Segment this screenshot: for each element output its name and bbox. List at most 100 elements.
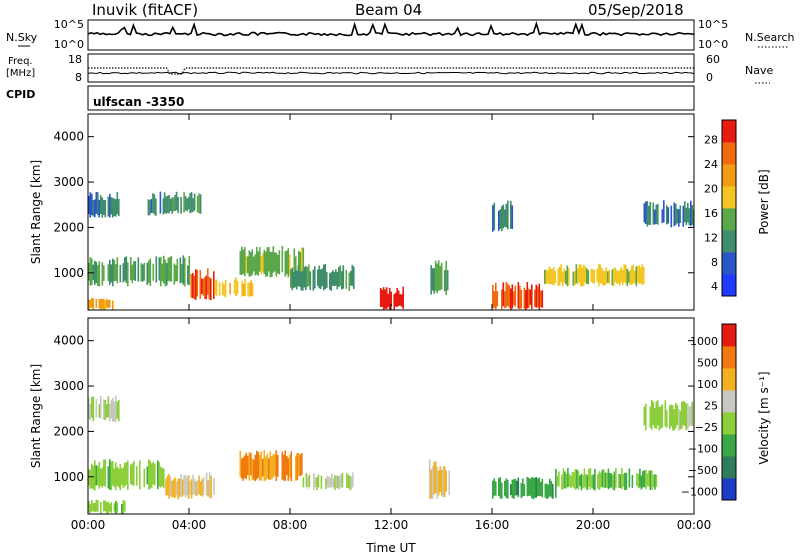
velocity-cell bbox=[103, 459, 105, 486]
velocity-cell bbox=[594, 468, 596, 491]
noise-left-label: N.Sky bbox=[6, 31, 38, 44]
velocity-cell bbox=[112, 398, 114, 422]
velocity-cell bbox=[606, 472, 608, 488]
velocity-cell bbox=[115, 500, 117, 514]
power-cell bbox=[189, 193, 191, 214]
power-cell bbox=[330, 272, 333, 291]
power-cell bbox=[208, 276, 211, 300]
power-cell bbox=[519, 285, 521, 310]
power-cell bbox=[336, 271, 339, 290]
velocity-cell bbox=[666, 410, 668, 428]
velocity-cell bbox=[580, 473, 583, 491]
power-cell bbox=[163, 192, 166, 213]
power-cell bbox=[248, 250, 251, 277]
power-cell bbox=[338, 267, 340, 287]
power-colorbar-tick-label: 12 bbox=[704, 231, 718, 244]
power-cell bbox=[296, 270, 298, 290]
power-cell bbox=[646, 201, 649, 227]
power-cell bbox=[274, 252, 276, 272]
velocity-cell bbox=[428, 459, 431, 500]
velocity-cell bbox=[271, 456, 273, 480]
velocity-cell bbox=[546, 483, 548, 499]
velocity-cell bbox=[552, 484, 554, 499]
power-cell bbox=[599, 264, 602, 284]
velocity-cell bbox=[544, 483, 547, 498]
velocity-colorbar-swatch bbox=[722, 390, 736, 413]
power-colorbar-swatch bbox=[722, 252, 736, 275]
velocity-cell bbox=[597, 473, 599, 489]
velocity-colorbar-swatch bbox=[722, 324, 736, 347]
power-cell bbox=[193, 193, 196, 211]
velocity-cell bbox=[116, 401, 119, 419]
velocity-cell bbox=[199, 481, 202, 496]
velocity-cell bbox=[121, 468, 123, 485]
date-title: 05/Sep/2018 bbox=[588, 1, 684, 19]
power-cell bbox=[277, 254, 279, 274]
velocity-cell bbox=[448, 470, 450, 496]
noise-panel-frame bbox=[87, 19, 695, 51]
power-cell bbox=[601, 268, 603, 285]
power-region bbox=[430, 260, 449, 295]
cpid-value: ulfscan -3350 bbox=[93, 95, 184, 109]
velocity-colorbar-swatch bbox=[722, 456, 736, 479]
power-cell bbox=[213, 271, 215, 299]
power-cell bbox=[165, 196, 167, 214]
velocity-x-tick-label: 08:00 bbox=[273, 518, 308, 532]
power-cell bbox=[152, 263, 155, 281]
power-cell bbox=[635, 266, 638, 287]
velocity-cell bbox=[687, 403, 689, 430]
power-cell bbox=[122, 263, 125, 283]
power-cell bbox=[675, 203, 677, 225]
power-cell bbox=[617, 271, 620, 284]
velocity-cell bbox=[193, 478, 196, 495]
freq-tick-bottom: 8 bbox=[75, 71, 82, 84]
power-cell bbox=[95, 261, 98, 284]
power-cell bbox=[149, 200, 151, 216]
power-cell bbox=[544, 269, 546, 284]
power-cell bbox=[691, 205, 694, 225]
velocity-cell bbox=[100, 502, 102, 514]
velocity-colorbar-frame bbox=[721, 323, 737, 501]
power-cell bbox=[351, 264, 354, 286]
velocity-cell bbox=[350, 476, 353, 490]
velocity-cell bbox=[184, 475, 187, 498]
power-cell bbox=[224, 279, 227, 298]
power-colorbar-tick-label: 24 bbox=[704, 158, 718, 171]
velocity-cell bbox=[498, 478, 500, 496]
power-cell bbox=[329, 273, 331, 290]
velocity-y-tick-label: 2000 bbox=[53, 424, 84, 438]
power-cell bbox=[265, 251, 267, 277]
velocity-cell bbox=[571, 472, 574, 487]
velocity-cell bbox=[115, 462, 117, 491]
velocity-cell bbox=[529, 478, 532, 496]
velocity-cell bbox=[649, 406, 652, 428]
power-colorbar-swatch bbox=[722, 208, 736, 231]
velocity-cell bbox=[91, 499, 93, 512]
power-cell bbox=[92, 298, 95, 310]
power-cell bbox=[196, 195, 199, 213]
power-cell bbox=[619, 270, 621, 286]
power-cell bbox=[146, 262, 149, 285]
freq-label-line1: Freq. bbox=[8, 56, 33, 67]
velocity-cell bbox=[106, 404, 108, 418]
velocity-cell bbox=[431, 466, 434, 499]
velocity-cell bbox=[682, 400, 685, 426]
velocity-x-tick-label: 12:00 bbox=[374, 518, 409, 532]
velocity-cell bbox=[245, 452, 248, 480]
power-cell bbox=[88, 262, 90, 281]
power-cell bbox=[439, 265, 441, 291]
power-cell bbox=[106, 298, 108, 308]
velocity-cell bbox=[570, 475, 572, 489]
velocity-cell bbox=[284, 450, 287, 481]
velocity-cell bbox=[604, 472, 607, 488]
power-heatmap bbox=[88, 191, 694, 310]
power-cell bbox=[297, 265, 300, 287]
power-cell bbox=[384, 289, 386, 309]
power-cell bbox=[112, 300, 114, 310]
power-cell bbox=[184, 257, 186, 287]
power-cell bbox=[103, 265, 105, 281]
power-cell bbox=[164, 259, 167, 287]
velocity-cell bbox=[528, 477, 530, 496]
nave-tick-top: 60 bbox=[706, 53, 720, 66]
noise-left-tick-bottom: 10^0 bbox=[54, 38, 84, 51]
